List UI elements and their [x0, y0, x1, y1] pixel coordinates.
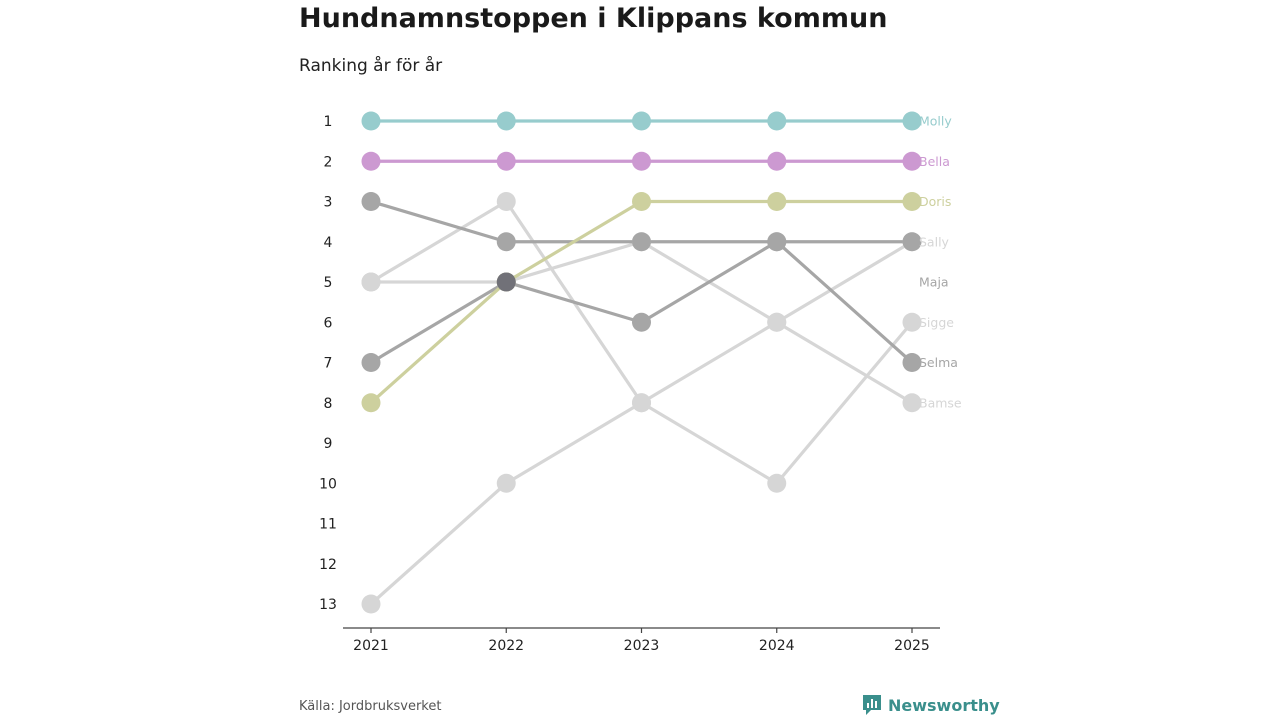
data-point-molly: [632, 111, 651, 131]
data-point-bamse: [496, 473, 516, 493]
data-point-bamse: [361, 594, 381, 614]
end-label-molly: Molly: [919, 114, 952, 129]
data-point-overlap: [496, 272, 516, 292]
series-line-bamse: [369, 320, 914, 606]
y-tick-label: 10: [319, 476, 337, 492]
data-point-maja: [902, 232, 922, 252]
data-point-molly: [767, 111, 787, 131]
data-point-selma: [361, 192, 381, 211]
end-label-bamse: Bamse: [919, 395, 962, 410]
y-tick-label: 1: [324, 114, 333, 130]
end-label-doris: Doris: [919, 194, 951, 209]
data-point-selma: [767, 232, 787, 252]
y-tick-label: 4: [324, 235, 333, 251]
newsworthy-logo-icon: [863, 695, 881, 715]
y-tick-label: 12: [319, 557, 337, 573]
x-tick-label: 2023: [624, 638, 660, 654]
series-end-labels: Molly Bella Doris Sally Maja Sigge Selma Bamse: [919, 114, 962, 411]
data-point-sally: [767, 312, 787, 332]
y-tick-label: 6: [324, 315, 333, 331]
end-label-sigge: Sigge: [919, 315, 954, 330]
data-point-sigge: [767, 473, 787, 493]
x-tick-label: 2021: [353, 638, 389, 654]
y-tick-label: 11: [319, 517, 337, 533]
series-line-doris: [369, 199, 914, 405]
end-label-selma: Selma: [919, 355, 958, 370]
data-point-sigge: [496, 192, 516, 211]
brand-logo[interactable]: Newsworthy: [862, 694, 1000, 716]
y-tick-label: 2: [324, 154, 333, 170]
x-axis-ticks: 2021 2022 2023 2024 2025: [353, 628, 930, 654]
data-point-selma: [496, 232, 516, 252]
data-point-doris: [767, 192, 787, 211]
data-point-selma: [902, 353, 922, 372]
data-point-doris: [902, 192, 922, 211]
data-point-sigge: [902, 312, 922, 332]
chart-title: Hundnamnstoppen i Klippans kommun: [299, 3, 888, 34]
data-point-maja: [632, 312, 651, 332]
data-point-doris: [632, 192, 651, 211]
series-line-maja: [369, 240, 914, 365]
y-tick-label: 3: [324, 195, 333, 211]
end-label-sally: Sally: [919, 234, 950, 249]
y-tick-label: 7: [324, 356, 333, 372]
series-points: [361, 111, 922, 614]
data-point-molly: [361, 111, 381, 131]
y-tick-label: 8: [324, 396, 333, 412]
end-label-bella: Bella: [919, 154, 950, 169]
data-point-doris: [361, 393, 381, 413]
chart-subtitle: Ranking år för år: [299, 56, 443, 76]
data-point-bella: [902, 151, 922, 171]
data-point-sigge: [361, 272, 381, 292]
end-label-maja: Maja: [919, 275, 949, 290]
brand-name: Newsworthy: [888, 695, 1000, 715]
x-tick-label: 2022: [488, 638, 524, 654]
data-point-bella: [767, 151, 787, 171]
data-point-selma: [632, 232, 651, 252]
data-point-bella: [361, 151, 381, 171]
y-tick-label: 5: [324, 275, 333, 291]
data-point-sigge: [632, 393, 651, 413]
data-point-molly: [902, 111, 922, 131]
data-point-bella: [496, 151, 516, 171]
data-point-molly: [496, 111, 516, 131]
data-point-bamse: [902, 393, 922, 413]
y-tick-label: 13: [319, 597, 337, 613]
data-point-bella: [632, 151, 651, 171]
y-tick-label: 9: [324, 436, 333, 452]
x-tick-label: 2024: [759, 638, 795, 654]
source-note: Källa: Jordbruksverket: [299, 699, 442, 714]
series-line-sally: [369, 240, 914, 324]
x-tick-label: 2025: [894, 638, 930, 654]
data-point-maja: [361, 353, 381, 372]
